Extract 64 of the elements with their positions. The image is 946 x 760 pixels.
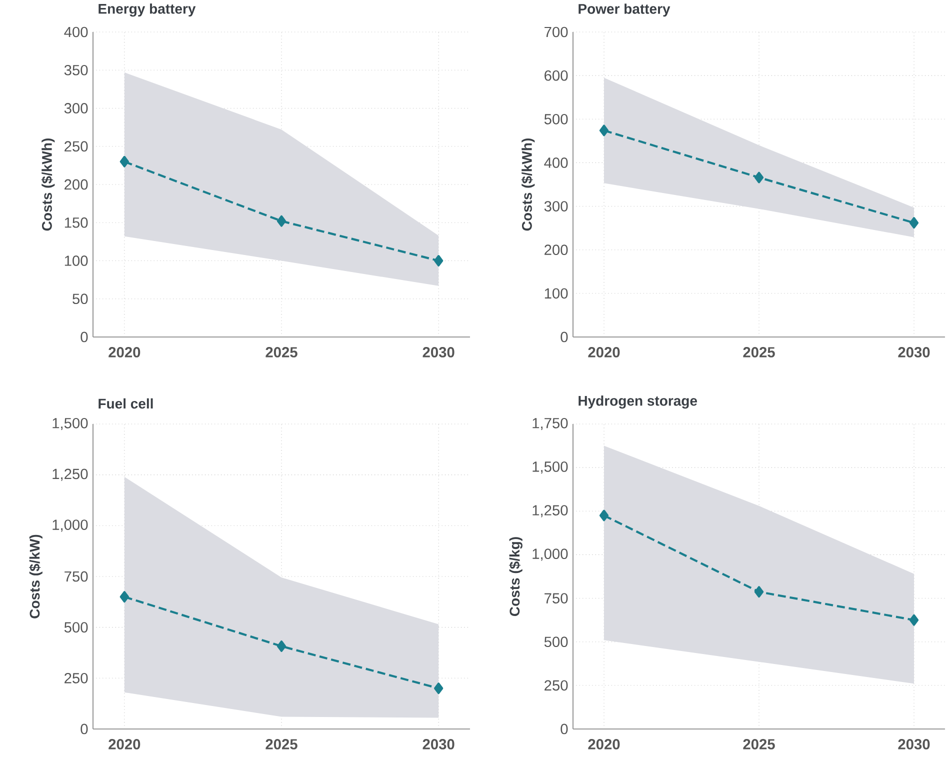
x-tick-label: 2030: [422, 347, 454, 358]
y-tick-label: 200: [544, 244, 568, 256]
point: [434, 255, 444, 266]
y-tick-label: 400: [544, 158, 568, 168]
y-tick-label: 0: [560, 332, 568, 342]
y-tick-label: 750: [544, 593, 568, 604]
y-axis-title: Costs ($/kg): [509, 537, 522, 616]
point: [599, 510, 609, 522]
point: [909, 614, 919, 626]
y-tick-label: 500: [544, 114, 568, 124]
point: [599, 124, 609, 136]
y-tick-label: 600: [544, 70, 568, 81]
y-tick-label: 100: [544, 288, 568, 299]
y-tick-label: 1,250: [52, 468, 88, 481]
y-tick-label: 0: [80, 724, 88, 734]
chart-title: Fuel cell: [98, 398, 153, 409]
x-tick-label: 2020: [108, 739, 140, 750]
x-tick-label: 2025: [266, 347, 298, 358]
x-tick-label: 2020: [588, 347, 620, 358]
y-tick-label: 150: [64, 217, 88, 228]
point: [754, 172, 764, 184]
y-tick-label: 350: [64, 64, 88, 76]
point: [120, 591, 129, 603]
point: [909, 217, 919, 229]
y-tick-label: 400: [64, 26, 88, 38]
y-axis-title: Costs ($/kWh): [521, 138, 535, 231]
x-tick-label: 2030: [422, 739, 454, 750]
point: [754, 586, 764, 598]
y-tick-label: 200: [64, 179, 88, 190]
y-tick-label: 0: [560, 724, 568, 734]
y-tick-label: 1,000: [532, 548, 568, 561]
y-tick-label: 500: [64, 622, 88, 633]
chart-title: Power battery: [578, 4, 670, 17]
y-tick-label: 250: [544, 680, 568, 691]
y-tick-label: 500: [544, 636, 568, 648]
y-tick-label: 300: [544, 201, 568, 212]
y-tick-label: 250: [64, 672, 88, 684]
y-tick-label: 300: [64, 103, 88, 114]
y-tick-label: 700: [544, 26, 568, 38]
y-axis-title: Costs ($/kW): [29, 534, 42, 618]
y-axis-title: Costs ($/kWh): [41, 138, 55, 231]
x-tick-label: 2030: [898, 739, 930, 750]
y-tick-label: 1,500: [532, 462, 568, 474]
y-tick-label: 50: [72, 294, 88, 304]
y-tick-label: 1,750: [532, 418, 568, 430]
y-tick-label: 750: [64, 571, 88, 582]
point: [120, 156, 129, 168]
x-tick-label: 2020: [588, 739, 620, 750]
y-tick-label: 100: [64, 256, 88, 266]
y-tick-label: 1,250: [532, 505, 568, 518]
y-tick-label: 1,000: [52, 520, 88, 532]
point: [434, 682, 444, 694]
x-tick-label: 2025: [743, 347, 775, 358]
chart-title: Hydrogen storage: [578, 396, 698, 409]
x-tick-label: 2030: [898, 347, 930, 358]
x-tick-label: 2025: [743, 739, 775, 750]
y-tick-label: 1,500: [52, 418, 88, 430]
y-tick-label: 250: [64, 141, 88, 152]
y-tick-label: 0: [80, 332, 88, 342]
chart-title: Energy battery: [98, 4, 196, 17]
point: [276, 640, 286, 652]
x-tick-label: 2025: [266, 739, 298, 750]
x-tick-label: 2020: [108, 347, 140, 358]
point: [276, 215, 286, 227]
